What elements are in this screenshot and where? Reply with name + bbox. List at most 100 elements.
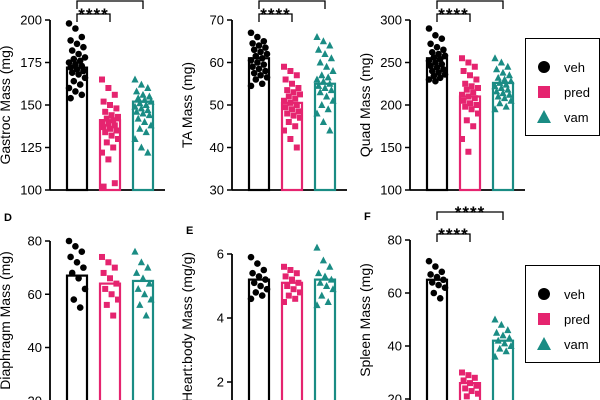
data-point xyxy=(293,72,300,79)
data-point xyxy=(313,75,321,83)
data-point xyxy=(100,269,107,276)
y-tick-label: 50 xyxy=(210,98,224,113)
data-point xyxy=(81,285,89,293)
data-point xyxy=(468,388,475,395)
data-point xyxy=(285,93,292,100)
data-point xyxy=(327,86,335,94)
y-tick-label: 20 xyxy=(388,392,402,400)
data-point xyxy=(321,272,329,280)
data-point xyxy=(134,94,142,102)
data-point xyxy=(136,124,144,132)
data-point xyxy=(491,105,499,113)
data-point xyxy=(65,84,73,92)
bar-vam xyxy=(491,339,515,400)
data-point xyxy=(473,102,480,108)
data-point xyxy=(435,50,442,58)
data-point xyxy=(460,68,467,74)
data-point xyxy=(473,76,480,83)
significance-bracket xyxy=(76,13,111,22)
data-point xyxy=(250,46,258,54)
data-point xyxy=(282,273,289,280)
data-point xyxy=(497,58,505,66)
data-point xyxy=(254,33,261,41)
data-point xyxy=(247,29,255,37)
legend-item-vam: vam xyxy=(536,336,589,352)
data-point xyxy=(68,69,76,76)
data-point xyxy=(467,72,473,79)
data-point xyxy=(465,59,472,66)
legend-item-vam: vam xyxy=(536,109,589,125)
data-point xyxy=(144,148,152,156)
data-point xyxy=(295,279,302,286)
y-tick-label: 40 xyxy=(388,339,402,354)
data-point xyxy=(433,64,441,71)
data-point xyxy=(470,89,477,96)
bar-veh xyxy=(65,274,89,400)
legend-item-pred: pred xyxy=(536,311,590,327)
data-point xyxy=(249,63,256,71)
data-point xyxy=(494,336,502,344)
data-point xyxy=(433,273,441,281)
data-point xyxy=(258,54,266,62)
y-axis-label: TA Mass (mg) xyxy=(179,62,195,148)
data-point xyxy=(81,74,89,82)
data-point xyxy=(72,243,79,250)
y-axis-label: Quad Mass (mg) xyxy=(357,53,373,157)
data-point xyxy=(471,374,478,381)
data-point xyxy=(430,72,438,80)
data-point xyxy=(142,128,150,136)
data-point xyxy=(432,263,439,270)
y-tick-label: 125 xyxy=(20,140,42,155)
data-point xyxy=(433,43,441,51)
data-point xyxy=(463,393,470,400)
data-point xyxy=(81,54,89,61)
data-point xyxy=(76,81,84,88)
data-point xyxy=(284,87,291,94)
data-point xyxy=(139,109,147,117)
data-point xyxy=(137,80,145,88)
data-point xyxy=(99,119,105,125)
y-tick-label: 80 xyxy=(388,233,402,248)
data-point xyxy=(468,83,475,90)
data-point xyxy=(436,295,444,302)
data-point xyxy=(459,369,465,376)
significance-bracket xyxy=(436,233,471,242)
data-point xyxy=(281,63,287,70)
data-point xyxy=(247,82,255,90)
data-point xyxy=(290,112,297,119)
data-point xyxy=(78,33,86,41)
data-point xyxy=(465,93,472,100)
significance-label: **** xyxy=(455,203,485,222)
data-point xyxy=(68,269,76,277)
y-tick-label: 100 xyxy=(380,183,402,198)
data-point xyxy=(70,77,78,85)
y-tick-label: 2 xyxy=(217,375,224,390)
data-point xyxy=(252,289,260,296)
panel-3: 100 150 200 250 300 Quad Mass (mg) **** xyxy=(357,0,525,198)
data-point xyxy=(507,342,515,349)
data-point xyxy=(70,55,78,63)
bar-pred xyxy=(280,281,304,400)
y-tick-label: 60 xyxy=(210,55,224,70)
data-point xyxy=(75,274,82,282)
y-tick-label: 150 xyxy=(380,140,402,155)
significance-bracket xyxy=(258,13,293,22)
data-point xyxy=(427,62,434,70)
data-point xyxy=(504,62,512,70)
data-point xyxy=(459,91,465,98)
data-point xyxy=(467,380,473,387)
y-tick-label: 6 xyxy=(217,247,224,262)
data-point xyxy=(100,124,107,131)
y-tick-label: 40 xyxy=(210,140,224,155)
data-point xyxy=(465,148,472,155)
data-point xyxy=(428,67,436,75)
data-point xyxy=(475,110,481,117)
data-point xyxy=(326,262,334,270)
data-point xyxy=(99,76,105,83)
data-point xyxy=(73,40,81,48)
data-point xyxy=(292,295,299,302)
data-point xyxy=(507,96,515,104)
data-point xyxy=(493,65,501,73)
data-point xyxy=(147,121,155,129)
